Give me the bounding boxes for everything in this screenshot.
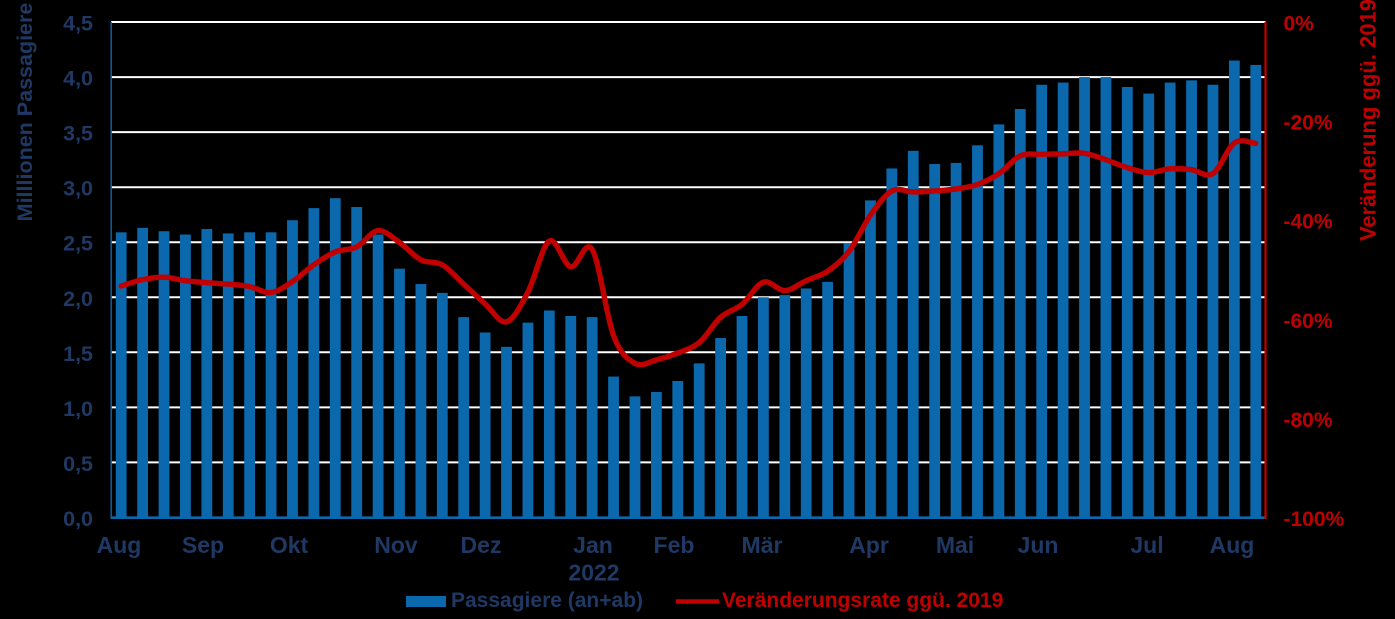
svg-text:Veränderung ggü. 2019: Veränderung ggü. 2019 <box>1356 0 1381 241</box>
svg-text:-40%: -40% <box>1284 211 1333 234</box>
svg-text:3,5: 3,5 <box>63 122 93 146</box>
svg-text:Aug: Aug <box>1210 532 1255 558</box>
svg-text:-20%: -20% <box>1284 112 1333 135</box>
svg-text:Milllionen Passagiere: Milllionen Passagiere <box>13 3 37 222</box>
svg-text:2,5: 2,5 <box>63 232 93 256</box>
svg-text:0,5: 0,5 <box>63 452 93 476</box>
svg-text:Jul: Jul <box>1130 532 1163 558</box>
svg-text:1,5: 1,5 <box>63 342 93 366</box>
svg-text:Mai: Mai <box>936 532 974 558</box>
svg-text:2,0: 2,0 <box>63 287 93 311</box>
svg-text:3,0: 3,0 <box>63 177 93 201</box>
svg-text:4,5: 4,5 <box>63 12 93 36</box>
svg-text:1,0: 1,0 <box>63 397 93 421</box>
svg-text:Dez: Dez <box>461 532 502 558</box>
svg-text:-80%: -80% <box>1284 409 1333 432</box>
svg-text:-60%: -60% <box>1284 310 1333 333</box>
svg-text:0%: 0% <box>1284 13 1315 36</box>
svg-text:Mär: Mär <box>742 532 783 558</box>
svg-text:Jun: Jun <box>1018 532 1059 558</box>
svg-text:Sep: Sep <box>182 532 224 558</box>
svg-text:Jan: Jan <box>573 532 613 558</box>
svg-text:Aug: Aug <box>97 532 142 558</box>
svg-text:Nov: Nov <box>374 532 418 558</box>
svg-text:Feb: Feb <box>654 532 695 558</box>
svg-text:4,0: 4,0 <box>63 67 93 91</box>
svg-text:Veränderungsrate ggü. 2019: Veränderungsrate ggü. 2019 <box>722 589 1003 612</box>
svg-text:2022: 2022 <box>568 560 619 586</box>
svg-text:Passagiere (an+ab): Passagiere (an+ab) <box>451 589 643 612</box>
svg-text:Okt: Okt <box>270 532 309 558</box>
svg-text:-100%: -100% <box>1284 508 1345 531</box>
svg-text:0,0: 0,0 <box>63 507 93 531</box>
svg-text:Apr: Apr <box>849 532 889 558</box>
